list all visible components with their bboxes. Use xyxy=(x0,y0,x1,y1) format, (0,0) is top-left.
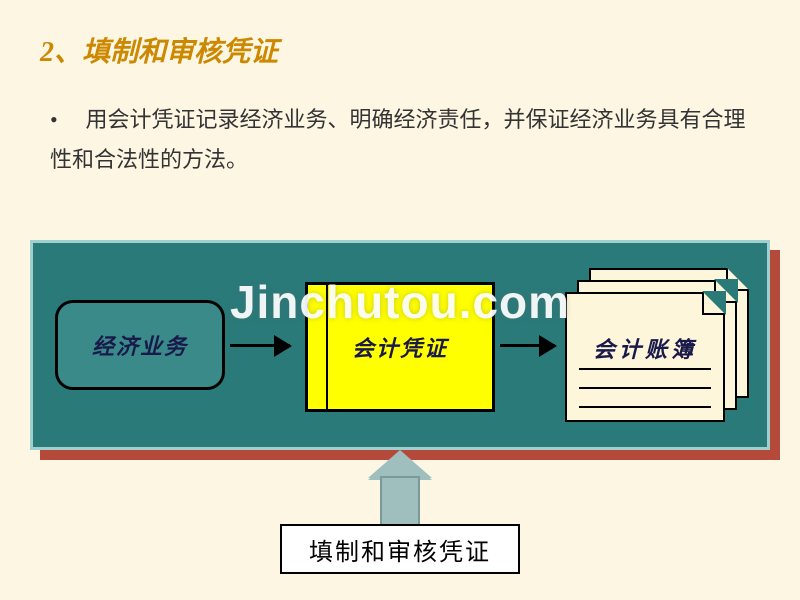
node-accounting-voucher: 会计凭证 xyxy=(305,282,495,412)
bullet-content: 用会计凭证记录经济业务、明确经济责任，并保证经济业务具有合理性和合法性的方法。 xyxy=(50,107,746,172)
bullet-marker: • xyxy=(50,100,80,140)
stack-lines xyxy=(579,368,711,408)
stack-page-1: 会计账簿 xyxy=(565,292,725,422)
page-title: 2、填制和审核凭证 xyxy=(0,0,800,70)
node-accounting-books: 会计账簿 xyxy=(565,268,755,418)
arrow-up-stem xyxy=(380,476,420,526)
arrow-1 xyxy=(230,344,290,347)
node-tab-line xyxy=(326,285,328,409)
arrow-up-head xyxy=(368,450,432,478)
bottom-label-text: 填制和审核凭证 xyxy=(309,532,491,567)
node-label: 会计凭证 xyxy=(352,331,448,363)
arrow-2 xyxy=(500,344,555,347)
bottom-label-box: 填制和审核凭证 xyxy=(280,524,520,574)
node-label: 会计账簿 xyxy=(567,332,723,364)
bullet-paragraph: • 用会计凭证记录经济业务、明确经济责任，并保证经济业务具有合理性和合法性的方法… xyxy=(0,70,800,179)
flow-diagram: 经济业务 会计凭证 会计账簿 xyxy=(30,240,770,470)
node-economic-business: 经济业务 xyxy=(55,300,225,390)
node-label: 经济业务 xyxy=(92,329,188,361)
